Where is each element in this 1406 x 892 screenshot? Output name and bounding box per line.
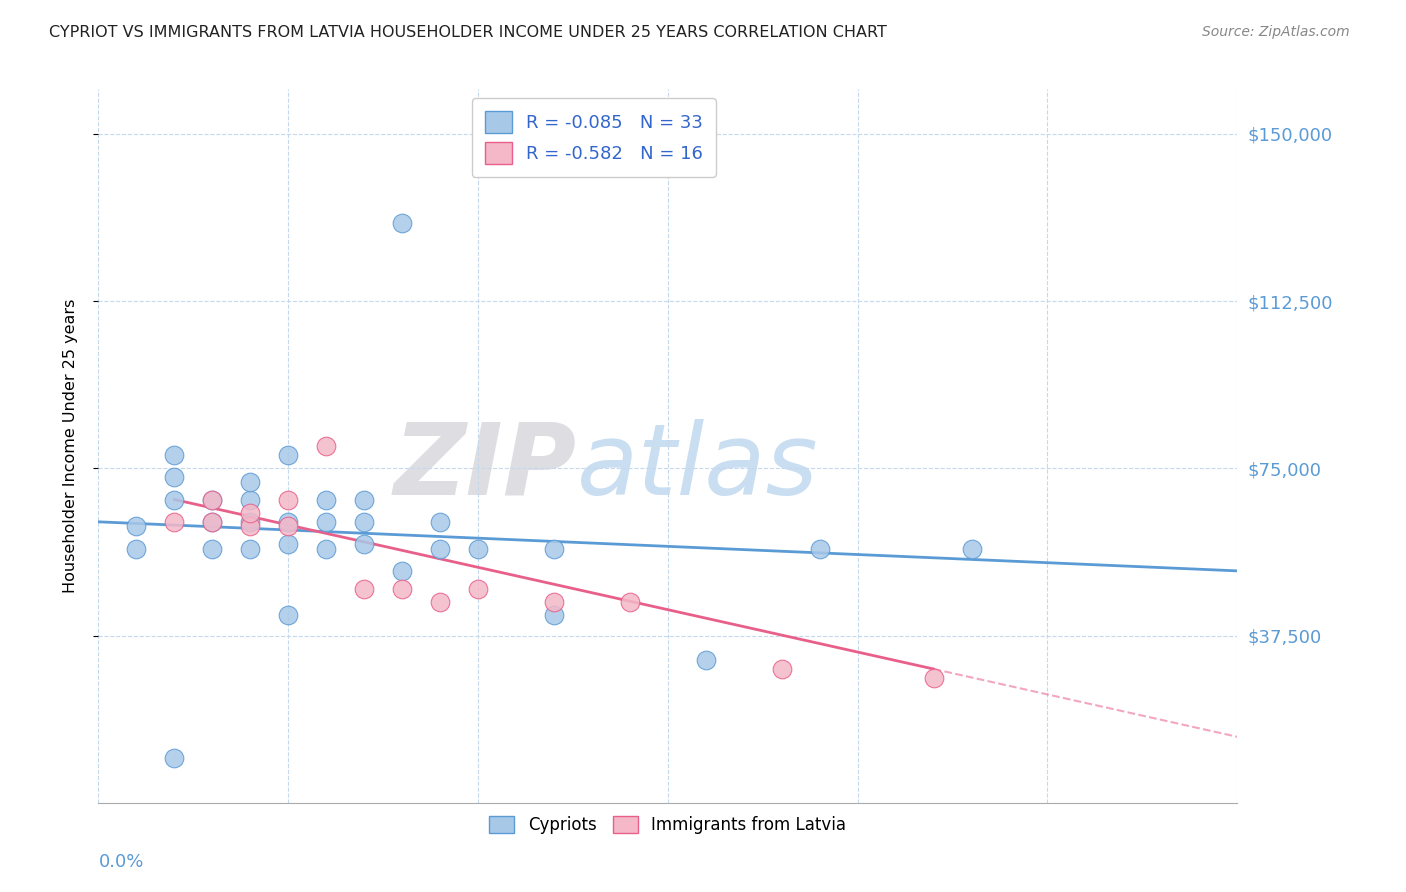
Point — [201, 492, 224, 507]
Point — [353, 492, 375, 507]
Point — [429, 541, 451, 556]
Point — [239, 492, 262, 507]
Point — [239, 541, 262, 556]
Point — [125, 541, 148, 556]
Point — [695, 653, 717, 667]
Point — [277, 492, 299, 507]
Point — [391, 564, 413, 578]
Point — [315, 541, 337, 556]
Point — [277, 608, 299, 623]
Point — [391, 582, 413, 596]
Point — [353, 582, 375, 596]
Point — [353, 537, 375, 551]
Point — [277, 519, 299, 533]
Point — [277, 515, 299, 529]
Point — [163, 470, 186, 484]
Point — [163, 515, 186, 529]
Point — [353, 515, 375, 529]
Point — [467, 582, 489, 596]
Point — [315, 515, 337, 529]
Point — [201, 492, 224, 507]
Point — [201, 541, 224, 556]
Point — [922, 671, 945, 685]
Point — [467, 541, 489, 556]
Legend: Cypriots, Immigrants from Latvia: Cypriots, Immigrants from Latvia — [482, 809, 853, 841]
Point — [239, 475, 262, 489]
Point — [239, 506, 262, 520]
Point — [808, 541, 831, 556]
Text: Source: ZipAtlas.com: Source: ZipAtlas.com — [1202, 25, 1350, 39]
Y-axis label: Householder Income Under 25 years: Householder Income Under 25 years — [63, 299, 77, 593]
Point — [163, 492, 186, 507]
Text: CYPRIOT VS IMMIGRANTS FROM LATVIA HOUSEHOLDER INCOME UNDER 25 YEARS CORRELATION : CYPRIOT VS IMMIGRANTS FROM LATVIA HOUSEH… — [49, 25, 887, 40]
Point — [619, 595, 641, 609]
Point — [543, 595, 565, 609]
Point — [429, 515, 451, 529]
Point — [960, 541, 983, 556]
Point — [315, 439, 337, 453]
Point — [239, 519, 262, 533]
Point — [163, 751, 186, 765]
Point — [315, 492, 337, 507]
Point — [391, 216, 413, 230]
Point — [429, 595, 451, 609]
Point — [201, 515, 224, 529]
Text: 0.0%: 0.0% — [98, 853, 143, 871]
Point — [163, 448, 186, 462]
Text: atlas: atlas — [576, 419, 818, 516]
Point — [125, 519, 148, 533]
Point — [239, 515, 262, 529]
Point — [543, 541, 565, 556]
Point — [770, 662, 793, 676]
Point — [543, 608, 565, 623]
Point — [201, 515, 224, 529]
Point — [277, 448, 299, 462]
Point — [277, 537, 299, 551]
Text: ZIP: ZIP — [394, 419, 576, 516]
